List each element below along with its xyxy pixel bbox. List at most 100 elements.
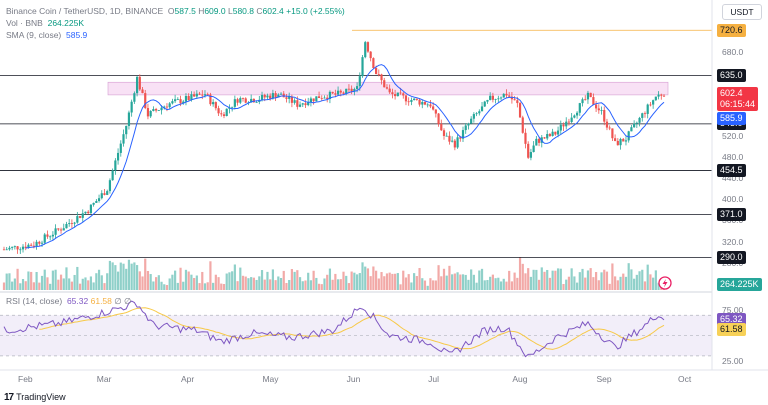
candle	[106, 189, 109, 196]
level-badge: 371.0	[717, 208, 746, 222]
time-tick: Feb	[18, 374, 33, 384]
open-label: O	[167, 6, 175, 16]
volume-bar	[11, 281, 14, 290]
volume-bar	[68, 278, 71, 290]
price-tick: 520.0	[722, 131, 744, 142]
volume-bar	[269, 279, 272, 290]
candle	[396, 92, 399, 97]
volume-bar	[116, 271, 120, 290]
rsi-extra: ∅ ∅	[114, 296, 132, 306]
volume-bar	[279, 278, 283, 290]
candle	[176, 97, 179, 100]
volume-bar	[586, 270, 590, 290]
candle	[49, 235, 52, 241]
candle	[586, 90, 590, 104]
volume-bar	[559, 268, 562, 290]
candle	[16, 246, 19, 254]
candle	[608, 125, 611, 131]
volume-bar	[508, 270, 511, 290]
candle	[391, 88, 394, 99]
candle	[573, 114, 576, 119]
candle	[622, 137, 625, 142]
volume-bar	[638, 271, 641, 290]
volume-bar	[320, 284, 323, 290]
candle	[212, 99, 215, 107]
candle	[385, 84, 389, 90]
candle	[46, 230, 49, 239]
candle	[285, 93, 288, 103]
currency-button[interactable]: USDT	[722, 4, 762, 20]
volume-bar	[641, 269, 644, 290]
candle	[51, 231, 54, 241]
price-tick: 320.0	[722, 236, 744, 247]
volume-bar	[448, 265, 451, 290]
volume-bar	[347, 283, 351, 290]
volume-bar	[467, 279, 470, 290]
volume-bar	[326, 274, 329, 290]
time-tick: Apr	[180, 374, 195, 384]
volume-bar	[114, 265, 117, 290]
candle	[13, 245, 16, 250]
candle	[369, 51, 372, 62]
volume-bar	[537, 279, 541, 290]
volume-bar	[470, 269, 473, 290]
volume-bar	[440, 276, 443, 290]
candle	[589, 92, 592, 98]
volume-bar	[307, 272, 310, 290]
candle	[597, 104, 600, 114]
candle	[483, 100, 486, 108]
candle	[402, 92, 405, 99]
volume-bar	[353, 272, 356, 290]
candle	[198, 91, 201, 95]
alert-icon[interactable]	[658, 276, 672, 290]
candle	[73, 221, 76, 228]
bar-countdown: 06:15:44	[720, 98, 756, 109]
symbol-name[interactable]: Binance Coin / TetherUSD, 1D, BINANCE	[6, 6, 164, 16]
volume-bar	[21, 279, 25, 290]
tradingview-logo[interactable]: 17 TradingView	[4, 391, 66, 403]
volume-bar	[429, 278, 432, 290]
candle	[331, 91, 334, 94]
volume-bar	[203, 283, 207, 290]
volume-legend[interactable]: Vol · BNB 264.225K	[6, 18, 84, 28]
candle	[445, 132, 448, 137]
candle	[236, 97, 239, 106]
price-tick: 480.0	[722, 152, 744, 163]
candle	[603, 106, 606, 126]
candle	[116, 148, 120, 165]
volume-bar	[480, 268, 484, 290]
candle	[76, 211, 79, 224]
volume-bar	[575, 282, 579, 290]
volume-bar	[315, 277, 318, 290]
volume-bar	[236, 281, 239, 290]
rsi-guides	[0, 314, 712, 357]
volume-badge: 264.225K	[717, 278, 762, 291]
candle	[144, 89, 147, 110]
rsi-legend[interactable]: RSI (14, close) 65.32 61.58 ∅ ∅	[6, 296, 131, 307]
volume-bar	[546, 269, 549, 290]
volume-bar	[456, 272, 459, 290]
volume-bar	[250, 277, 253, 290]
volume-bar	[475, 282, 478, 290]
volume-bar	[513, 272, 516, 290]
volume-bar	[399, 284, 402, 290]
volume-bar	[163, 284, 166, 290]
volume-bar	[478, 270, 481, 290]
candle	[578, 102, 581, 116]
volume-bar	[594, 272, 598, 290]
candle	[114, 158, 117, 175]
volume-bar	[141, 276, 144, 290]
sma-legend[interactable]: SMA (9, close) 585.9	[6, 30, 87, 40]
candles	[2, 40, 666, 254]
volume-bar	[616, 280, 619, 290]
candle	[239, 96, 242, 105]
volume-bar	[372, 266, 375, 290]
volume-bar	[190, 274, 193, 290]
candle	[366, 41, 370, 53]
volume-bar	[160, 281, 163, 290]
volume-bar	[459, 274, 462, 290]
volume-bar	[614, 276, 617, 290]
volume-bar	[228, 272, 231, 290]
high-value: 609.0	[204, 6, 226, 16]
